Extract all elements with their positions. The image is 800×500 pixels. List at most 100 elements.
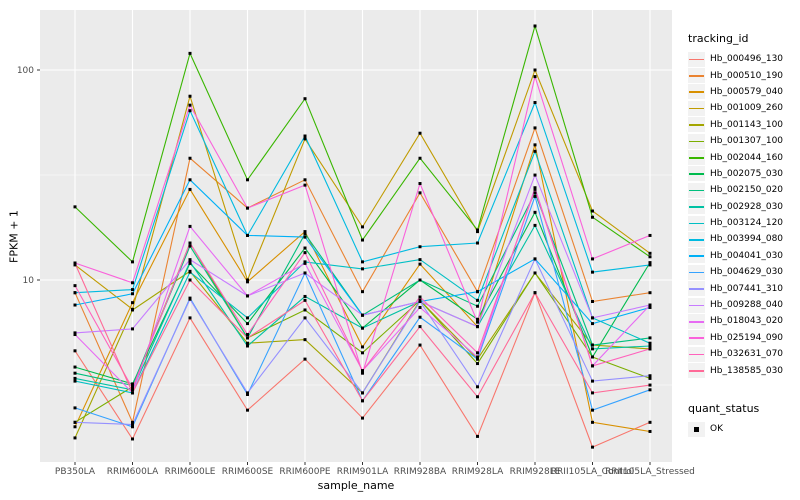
legend-key-line-icon (688, 68, 705, 84)
data-point (418, 131, 422, 135)
x-tick-label: RRIM928BA (394, 467, 447, 477)
x-tick-label: RRII105LA_Control (551, 467, 634, 477)
legend-item-label: Hb_003124_120 (710, 218, 784, 229)
data-point (73, 371, 77, 375)
data-point (591, 364, 594, 368)
legend-item-label: Hb_002928_030 (710, 201, 784, 212)
data-point (188, 109, 192, 113)
legend-item-label: Hb_004041_030 (710, 250, 784, 261)
data-point (476, 355, 479, 359)
data-point (73, 379, 77, 383)
data-point (361, 351, 364, 355)
data-point (73, 263, 77, 267)
data-point (361, 238, 364, 242)
legend-item-label: Hb_001009_260 (710, 103, 784, 114)
x-tick-label: RRIM600LE (165, 467, 216, 477)
x-tick-label: RRII105LA_Stressed (605, 467, 695, 477)
data-point (476, 298, 479, 302)
legend-key-line-icon (688, 182, 705, 198)
data-point (533, 126, 537, 130)
data-point (361, 345, 364, 349)
data-point (131, 301, 134, 305)
data-point (73, 425, 77, 429)
data-point (648, 263, 652, 267)
data-point (246, 344, 249, 348)
data-point (648, 374, 652, 378)
data-point (476, 325, 479, 329)
legend-item-label: Hb_000496_130 (710, 54, 784, 65)
data-point (648, 255, 652, 259)
data-point (648, 429, 652, 433)
data-point (188, 270, 192, 274)
data-point (131, 383, 134, 387)
legend-key-line-icon (688, 297, 705, 313)
data-point (303, 134, 307, 138)
data-point (73, 333, 77, 337)
data-point (303, 308, 307, 312)
data-point (73, 205, 77, 209)
data-point (188, 187, 192, 191)
data-point (361, 391, 364, 395)
legend-key-line-icon (688, 117, 705, 133)
legend-title: tracking_id (688, 32, 749, 45)
data-point (131, 288, 134, 292)
data-point (533, 186, 537, 190)
legend-key-line-icon (688, 231, 705, 247)
legend-item: Hb_001307_100 (688, 133, 800, 149)
legend-item: Hb_003994_080 (688, 231, 800, 247)
data-point (533, 173, 537, 177)
data-point (73, 331, 77, 335)
data-point (533, 24, 537, 28)
data-point (246, 408, 249, 412)
data-point (418, 315, 422, 319)
data-point (648, 303, 652, 307)
data-point (131, 260, 134, 264)
legend-item: Hb_007441_310 (688, 280, 800, 297)
data-point (418, 295, 422, 299)
legend-item: Hb_004041_030 (688, 248, 800, 264)
x-tick-label: RRIM600SE (222, 467, 274, 477)
data-point (533, 271, 537, 275)
data-point (648, 261, 652, 265)
legend-key-line-icon (688, 100, 705, 116)
data-point (303, 271, 307, 275)
data-point (188, 51, 192, 55)
data-point (131, 423, 134, 427)
legend-key-line-icon (688, 199, 705, 215)
legend-item-label: Hb_000579_040 (710, 86, 784, 97)
data-point (476, 434, 479, 438)
data-point (591, 420, 594, 424)
data-point (73, 420, 77, 424)
data-point (361, 267, 364, 271)
data-point (591, 408, 594, 412)
data-point (476, 317, 479, 321)
data-point (303, 294, 307, 298)
data-point (188, 241, 192, 245)
data-point (303, 178, 307, 182)
legend-item-label: Hb_001307_100 (710, 136, 784, 147)
legend-item: Hb_002150_020 (688, 182, 800, 198)
legend-key-line-icon (688, 84, 705, 100)
legend-key-line-icon (688, 51, 705, 67)
data-point (533, 187, 537, 191)
data-point (533, 291, 537, 295)
data-point (418, 258, 422, 262)
data-point (131, 391, 134, 395)
data-point (303, 357, 307, 361)
legend-item-label: Hb_018043_020 (710, 316, 784, 327)
quant-legend-item: OK (688, 421, 800, 437)
data-point (591, 270, 594, 274)
data-point (303, 97, 307, 101)
data-point (591, 379, 594, 383)
data-point (591, 343, 594, 347)
legend-key-line-icon (688, 346, 705, 362)
legend-key-line-icon (688, 215, 705, 231)
legend-item: Hb_003124_120 (688, 215, 800, 231)
data-point (418, 245, 422, 249)
data-point (533, 257, 537, 261)
data-point (73, 303, 77, 307)
data-point (131, 420, 134, 424)
data-point (476, 320, 479, 324)
data-point (246, 336, 249, 340)
